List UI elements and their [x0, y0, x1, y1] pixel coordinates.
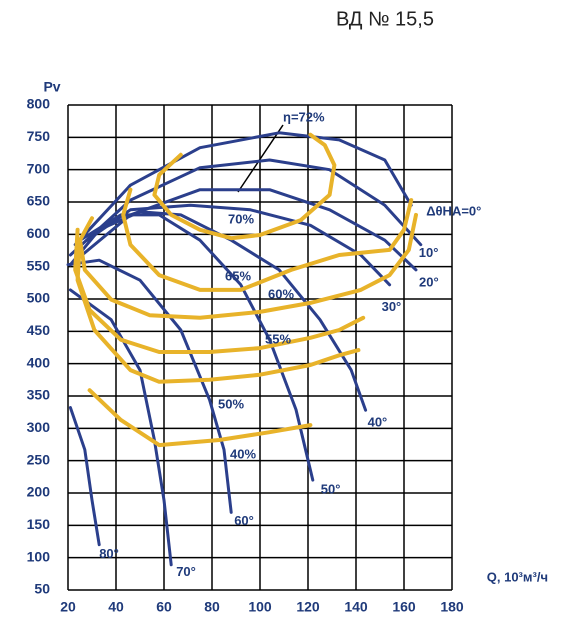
- angle-curve: [68, 158, 423, 257]
- angle-curve: [78, 213, 315, 482]
- curve-label: 80°: [99, 546, 119, 561]
- curve-label: 10°: [419, 245, 439, 260]
- y-tick-label: 200: [27, 484, 51, 500]
- angle-curve: [68, 406, 101, 547]
- efficiency-label: 55%: [265, 331, 291, 346]
- y-tick-label: 600: [27, 225, 51, 241]
- efficiency-label: 70%: [228, 211, 254, 226]
- angle-curve: [68, 288, 173, 567]
- x-tick-label: 20: [60, 599, 76, 615]
- angle-curve: [73, 131, 413, 247]
- efficiency-label: 50%: [218, 396, 244, 411]
- curve-label: 60°: [234, 513, 254, 528]
- y-tick-label: 450: [27, 322, 51, 338]
- x-tick-label: 80: [204, 599, 220, 615]
- y-tick-label: 800: [27, 96, 51, 112]
- efficiency-curve: [152, 132, 337, 241]
- efficiency-label: 60%: [268, 286, 294, 301]
- curve-label: ΔθНА=0°: [426, 204, 481, 219]
- y-tick-label: 250: [27, 451, 51, 467]
- efficiency-label: η=72%: [283, 109, 325, 124]
- curve-label: 40°: [368, 415, 388, 430]
- efficiency-curve: [87, 388, 313, 448]
- x-tick-label: 180: [440, 599, 464, 615]
- x-tick-label: 120: [296, 599, 320, 615]
- y-tick-label: 100: [27, 548, 51, 564]
- angle-curve: [66, 258, 233, 514]
- y-tick-label: 700: [27, 160, 51, 176]
- curve-label: 20°: [419, 274, 439, 289]
- y-tick-label: 350: [27, 387, 51, 403]
- curve-label: 50°: [321, 482, 341, 497]
- y-tick-label: 650: [27, 193, 51, 209]
- curve-label: 30°: [382, 299, 402, 314]
- y-tick-label: 550: [27, 257, 51, 273]
- y-tick-label: 400: [27, 354, 51, 370]
- x-tick-label: 40: [108, 599, 124, 615]
- y-tick-label: 150: [27, 516, 51, 532]
- efficiency-curve: [121, 187, 414, 292]
- x-tick-label: 60: [156, 599, 172, 615]
- y-tick-label: 50: [34, 581, 50, 597]
- efficiency-curve: [75, 238, 361, 384]
- y-tick-label: 750: [27, 128, 51, 144]
- y-axis-label: Pv: [43, 79, 60, 95]
- x-tick-label: 140: [344, 599, 368, 615]
- chart-title: ВД № 15,5: [336, 8, 434, 30]
- x-tick-label: 160: [392, 599, 416, 615]
- efficiency-curve: [78, 212, 418, 320]
- y-tick-label: 500: [27, 290, 51, 306]
- y-tick-label: 300: [27, 419, 51, 435]
- angle-curve: [85, 203, 392, 287]
- x-axis-label: Q, 10³м³/ч: [487, 569, 548, 584]
- efficiency-label: 40%: [230, 446, 256, 461]
- x-tick-label: 100: [248, 599, 272, 615]
- curve-label: 70°: [176, 564, 196, 579]
- efficiency-label: 65%: [225, 268, 251, 283]
